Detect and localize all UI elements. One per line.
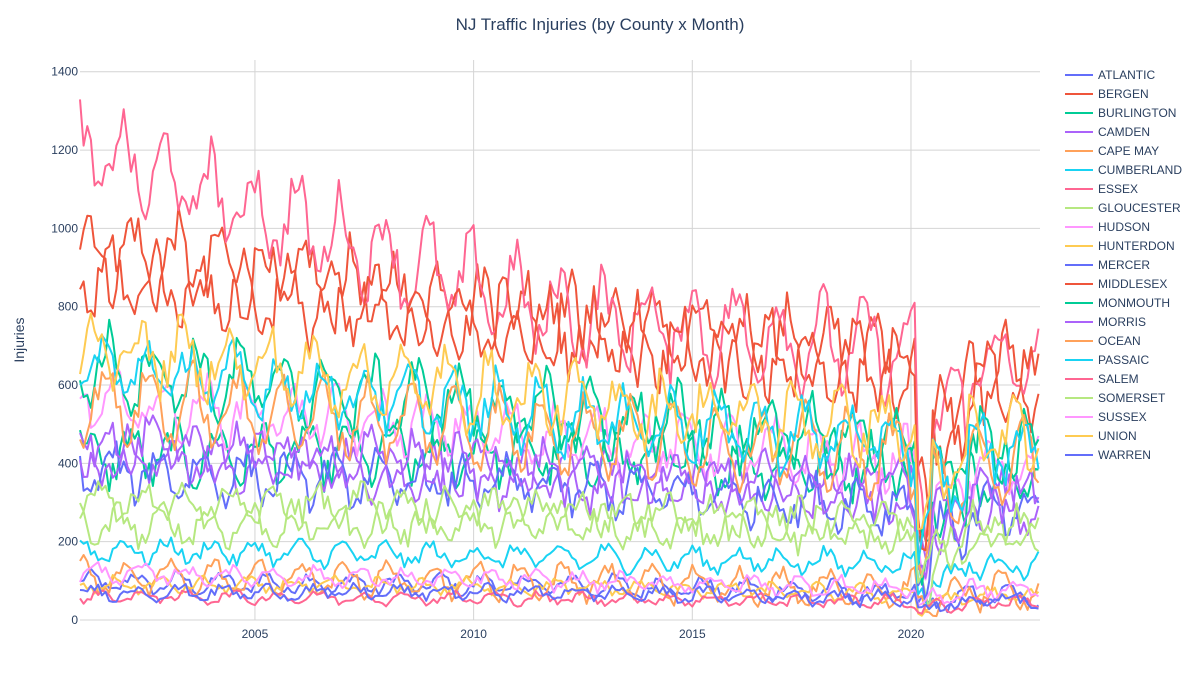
legend-item-cape-may[interactable]: CAPE MAY <box>1065 144 1159 158</box>
series-line-hunterdon[interactable] <box>79 574 1040 617</box>
y-tick-label: 400 <box>58 456 78 470</box>
legend-item-warren[interactable]: WARREN <box>1065 448 1151 462</box>
legend-item-camden[interactable]: CAMDEN <box>1065 125 1150 139</box>
legend: ATLANTIC BERGEN BURLINGTON CAMDEN CAPE MAY CU… <box>1065 68 1182 462</box>
legend-label: ATLANTIC <box>1098 68 1155 82</box>
legend-label: OCEAN <box>1098 334 1141 348</box>
legend-item-hudson[interactable]: HUDSON <box>1065 220 1150 234</box>
legend-item-hunterdon[interactable]: HUNTERDON <box>1065 239 1175 253</box>
legend-item-salem[interactable]: SALEM <box>1065 372 1139 386</box>
legend-label: BURLINGTON <box>1098 106 1176 120</box>
legend-item-cumberland[interactable]: CUMBERLAND <box>1065 163 1182 177</box>
legend-label: SUSSEX <box>1098 410 1147 424</box>
legend-item-middlesex[interactable]: MIDDLESEX <box>1065 277 1167 291</box>
legend-item-burlington[interactable]: BURLINGTON <box>1065 106 1176 120</box>
legend-item-bergen[interactable]: BERGEN <box>1065 87 1149 101</box>
legend-item-ocean[interactable]: OCEAN <box>1065 334 1141 348</box>
series-line-cape-may[interactable] <box>79 554 1040 618</box>
series-line-monmouth[interactable] <box>79 318 1040 586</box>
legend-item-atlantic[interactable]: ATLANTIC <box>1065 68 1155 82</box>
legend-label: CUMBERLAND <box>1098 163 1182 177</box>
legend-label: MORRIS <box>1098 315 1146 329</box>
legend-item-gloucester[interactable]: GLOUCESTER <box>1065 201 1181 215</box>
legend-label: PASSAIC <box>1098 353 1149 367</box>
series-line-warren[interactable] <box>79 581 1039 613</box>
chart-title: NJ Traffic Injuries (by County x Month) <box>456 15 745 34</box>
axis-layer: 0 200 400 600 800 1000 1200 1400 2005 2010 2015 202… <box>51 65 924 641</box>
y-tick-label: 1200 <box>51 143 78 157</box>
y-tick-label: 200 <box>58 535 78 549</box>
y-tick-label: 0 <box>71 613 78 627</box>
legend-label: UNION <box>1098 429 1137 443</box>
legend-label: GLOUCESTER <box>1098 201 1181 215</box>
legend-label: MONMOUTH <box>1098 296 1170 310</box>
legend-label: MERCER <box>1098 258 1150 272</box>
series-line-morris[interactable] <box>79 414 1040 579</box>
series-line-union[interactable] <box>79 312 1040 531</box>
legend-item-essex[interactable]: ESSEX <box>1065 182 1138 196</box>
legend-item-morris[interactable]: MORRIS <box>1065 315 1146 329</box>
series-line-middlesex[interactable] <box>79 234 1040 552</box>
legend-item-union[interactable]: UNION <box>1065 429 1137 443</box>
legend-item-passaic[interactable]: PASSAIC <box>1065 353 1149 367</box>
series-line-cumberland[interactable] <box>79 536 1040 608</box>
legend-item-mercer[interactable]: MERCER <box>1065 258 1150 272</box>
series-line-salem[interactable] <box>79 589 1039 615</box>
legend-label: ESSEX <box>1098 182 1138 196</box>
y-tick-label: 1000 <box>51 221 78 235</box>
legend-label: WARREN <box>1098 448 1151 462</box>
series-line-essex[interactable] <box>79 99 1040 542</box>
y-axis-title: Injuries <box>11 317 27 362</box>
legend-item-monmouth[interactable]: MONMOUTH <box>1065 296 1170 310</box>
x-tick-label: 2010 <box>460 627 487 641</box>
legend-label: BERGEN <box>1098 87 1149 101</box>
legend-label: HUDSON <box>1098 220 1150 234</box>
legend-item-sussex[interactable]: SUSSEX <box>1065 410 1147 424</box>
legend-label: CAMDEN <box>1098 125 1150 139</box>
series-line-sussex[interactable] <box>79 561 1040 607</box>
x-tick-label: 2005 <box>242 627 269 641</box>
legend-label: SOMERSET <box>1098 391 1166 405</box>
series-line-gloucester[interactable] <box>79 496 1040 610</box>
x-tick-label: 2015 <box>679 627 706 641</box>
series-line-ocean[interactable] <box>79 359 1040 578</box>
y-tick-label: 800 <box>58 300 78 314</box>
legend-label: HUNTERDON <box>1098 239 1175 253</box>
legend-label: SALEM <box>1098 372 1139 386</box>
legend-label: CAPE MAY <box>1098 144 1159 158</box>
series-line-passaic[interactable] <box>79 334 1040 566</box>
x-tick-label: 2020 <box>898 627 925 641</box>
series-line-mercer[interactable] <box>79 440 1040 603</box>
y-tick-label: 1400 <box>51 65 78 79</box>
series-line-somerset[interactable] <box>79 480 1040 584</box>
y-tick-label: 600 <box>58 378 78 392</box>
legend-item-somerset[interactable]: SOMERSET <box>1065 391 1166 405</box>
series-layer <box>79 99 1040 618</box>
legend-label: MIDDLESEX <box>1098 277 1167 291</box>
